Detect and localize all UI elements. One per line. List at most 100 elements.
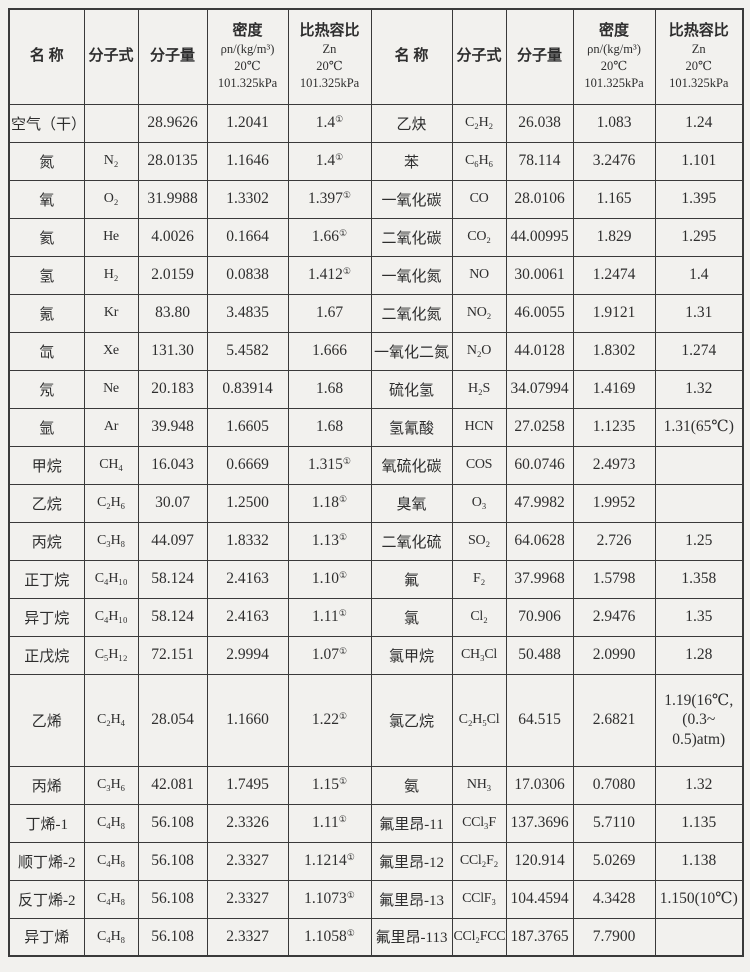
heat-ratio-cell: 1.25	[654, 521, 744, 561]
density-cell: 1.3302	[206, 179, 289, 219]
header-heat-capacity-ratio-left-conditions: Zn 20℃ 101.325kPa	[299, 42, 360, 90]
header-name-right: 名 称	[370, 8, 453, 105]
formula-cell: NH₃	[451, 765, 507, 805]
density-cell: 7.7900	[572, 917, 656, 957]
density-cell: 1.8332	[206, 521, 289, 561]
molecular-weight-cell: 26.038	[505, 103, 574, 143]
molecular-weight-cell: 44.097	[137, 521, 208, 561]
name-cell: 丙烯	[8, 765, 85, 805]
heat-ratio-cell: 1.395	[654, 179, 744, 219]
name-cell: 氟里昂-113	[370, 917, 453, 957]
formula-cell: CH₄	[83, 445, 139, 485]
name-cell: 苯	[370, 141, 453, 181]
name-cell: 氪	[8, 293, 85, 333]
density-cell: 1.1235	[572, 407, 656, 447]
table-row: 氮 N₂ 28.0135 1.1646 1.4① 苯 C₆H₆ 78.114 3.2476 1.1…	[8, 141, 744, 181]
name-cell: 硫化氢	[370, 369, 453, 409]
name-cell: 顺丁烯-2	[8, 841, 85, 881]
formula-cell: Xe	[83, 331, 139, 371]
heat-ratio-cell: 1.295	[654, 217, 744, 257]
molecular-weight-cell: 2.0159	[137, 255, 208, 295]
formula-cell: O₃	[451, 483, 507, 523]
molecular-weight-cell: 104.4594	[505, 879, 574, 919]
molecular-weight-cell: 30.0061	[505, 255, 574, 295]
header-molecular-weight-left: 分子量	[137, 8, 208, 105]
heat-ratio-cell: 1.32	[654, 765, 744, 805]
formula-cell: Cl₂	[451, 597, 507, 637]
heat-ratio-cell: 1.66①	[287, 217, 372, 257]
density-cell: 2.3327	[206, 879, 289, 919]
formula-cell: N₂	[83, 141, 139, 181]
heat-ratio-cell: 1.150(10℃)	[654, 879, 744, 919]
table-row: 氧 O₂ 31.9988 1.3302 1.397① 一氧化碳 CO 28.0106 1.165…	[8, 179, 744, 219]
formula-cell: O₂	[83, 179, 139, 219]
heat-ratio-cell: 1.412①	[287, 255, 372, 295]
name-cell: 氯甲烷	[370, 635, 453, 675]
density-cell: 1.2041	[206, 103, 289, 143]
molecular-weight-cell: 44.0128	[505, 331, 574, 371]
name-cell: 氩	[8, 407, 85, 447]
name-cell: 氧硫化碳	[370, 445, 453, 485]
header-formula-left: 分子式	[83, 8, 139, 105]
table-row: 丙烯 C₃H₆ 42.081 1.7495 1.15① 氨 NH₃ 17.0306 0.7080…	[8, 765, 744, 805]
formula-cell: Ar	[83, 407, 139, 447]
name-cell: 氟里昂-13	[370, 879, 453, 919]
header-density-left-conditions: ρn/(kg/m³) 20℃ 101.325kPa	[217, 42, 278, 90]
heat-ratio-cell	[654, 445, 744, 485]
name-cell: 异丁烯	[8, 917, 85, 957]
formula-cell: C₃H₈	[83, 521, 139, 561]
formula-cell: CO₂	[451, 217, 507, 257]
molecular-weight-cell: 131.30	[137, 331, 208, 371]
name-cell: 氢氰酸	[370, 407, 453, 447]
header-name-left: 名 称	[8, 8, 85, 105]
molecular-weight-cell: 28.054	[137, 673, 208, 767]
formula-cell: COS	[451, 445, 507, 485]
formula-cell: CCl₂FCClF₂	[451, 917, 507, 957]
formula-cell: CCl₂F₂	[451, 841, 507, 881]
density-cell: 2.3327	[206, 841, 289, 881]
heat-ratio-cell: 1.4①	[287, 103, 372, 143]
molecular-weight-cell: 46.0055	[505, 293, 574, 333]
heat-ratio-cell: 1.397①	[287, 179, 372, 219]
header-density-left: 密度 ρn/(kg/m³) 20℃ 101.325kPa	[206, 8, 289, 105]
formula-cell: SO₂	[451, 521, 507, 561]
header-molecular-weight-right-title: 分子量	[516, 48, 562, 64]
name-cell: 氙	[8, 331, 85, 371]
density-cell: 1.7495	[206, 765, 289, 805]
formula-cell: C₅H₁₂	[83, 635, 139, 675]
heat-ratio-cell: 1.11①	[287, 597, 372, 637]
name-cell: 甲烷	[8, 445, 85, 485]
name-cell: 二氧化氮	[370, 293, 453, 333]
formula-cell: C₄H₈	[83, 917, 139, 957]
heat-ratio-cell: 1.135	[654, 803, 744, 843]
header-name-left-title: 名 称	[29, 48, 64, 64]
name-cell: 氖	[8, 369, 85, 409]
header-formula-left-title: 分子式	[88, 48, 134, 64]
header-density-right-conditions: ρn/(kg/m³) 20℃ 101.325kPa	[584, 42, 644, 90]
formula-cell: C₄H₁₀	[83, 597, 139, 637]
density-cell: 1.9121	[572, 293, 656, 333]
table-row: 乙烷 C₂H₆ 30.07 1.2500 1.18① 臭氧 O₃ 47.9982 1.9952	[8, 483, 744, 523]
name-cell: 乙烯	[8, 673, 85, 767]
density-cell: 2.6821	[572, 673, 656, 767]
density-cell: 0.6669	[206, 445, 289, 485]
molecular-weight-cell: 56.108	[137, 879, 208, 919]
header-density-left-title: 密度	[232, 22, 263, 39]
heat-ratio-cell: 1.67	[287, 293, 372, 333]
molecular-weight-cell: 70.906	[505, 597, 574, 637]
heat-ratio-cell: 1.315①	[287, 445, 372, 485]
table-row: 乙烯 C₂H₄ 28.054 1.1660 1.22① 氯乙烷 C₂H₅Cl 64.515 2.…	[8, 673, 744, 767]
header-heat-capacity-ratio-right-conditions: Zn 20℃ 101.325kPa	[669, 42, 729, 90]
density-cell: 5.4582	[206, 331, 289, 371]
density-cell: 1.083	[572, 103, 656, 143]
molecular-weight-cell: 83.80	[137, 293, 208, 333]
heat-ratio-cell: 1.4①	[287, 141, 372, 181]
density-cell: 1.829	[572, 217, 656, 257]
formula-cell: C₄H₈	[83, 841, 139, 881]
name-cell: 异丁烷	[8, 597, 85, 637]
name-cell: 一氧化碳	[370, 179, 453, 219]
density-cell: 5.0269	[572, 841, 656, 881]
molecular-weight-cell: 50.488	[505, 635, 574, 675]
heat-ratio-cell: 1.1058①	[287, 917, 372, 957]
